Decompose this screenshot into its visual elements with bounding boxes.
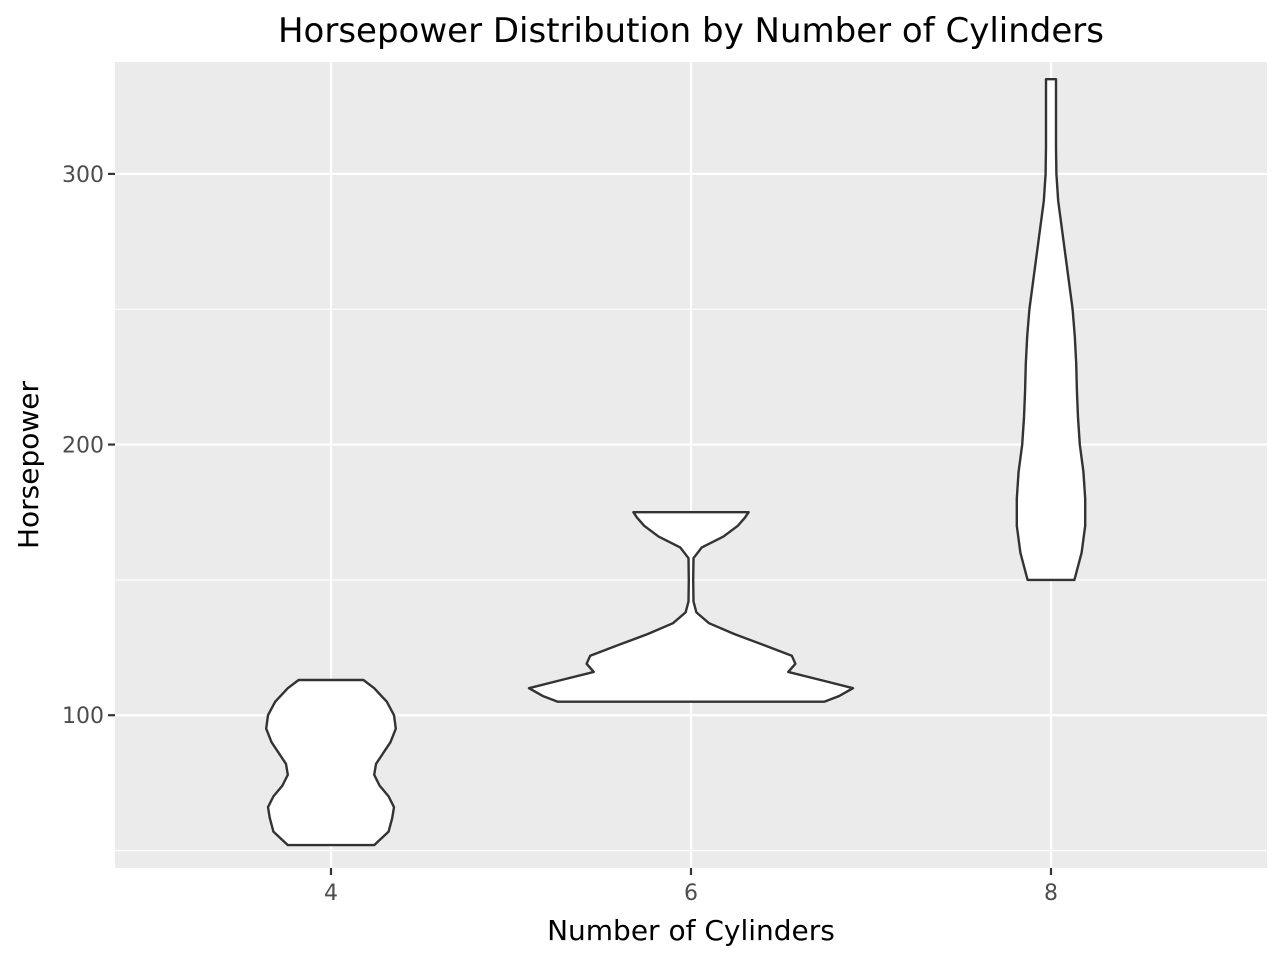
violin-8-cyl bbox=[1015, 78, 1087, 582]
y-tick-label: 300 bbox=[62, 163, 104, 188]
x-tick-label: 6 bbox=[684, 881, 698, 906]
axes: 100 200 300 4 6 8 bbox=[62, 163, 1058, 906]
y-tick-label: 200 bbox=[62, 434, 104, 459]
x-tick-label: 8 bbox=[1044, 881, 1058, 906]
x-tick-label: 4 bbox=[324, 881, 338, 906]
y-axis-title: Horsepower bbox=[12, 380, 45, 549]
chart-title: Horsepower Distribution by Number of Cyl… bbox=[278, 11, 1104, 51]
y-tick-label: 100 bbox=[62, 704, 104, 729]
violin-6-cyl bbox=[527, 511, 855, 703]
violins bbox=[265, 78, 1087, 847]
x-axis-title: Number of Cylinders bbox=[547, 914, 835, 947]
violin-4-cyl bbox=[265, 678, 397, 847]
